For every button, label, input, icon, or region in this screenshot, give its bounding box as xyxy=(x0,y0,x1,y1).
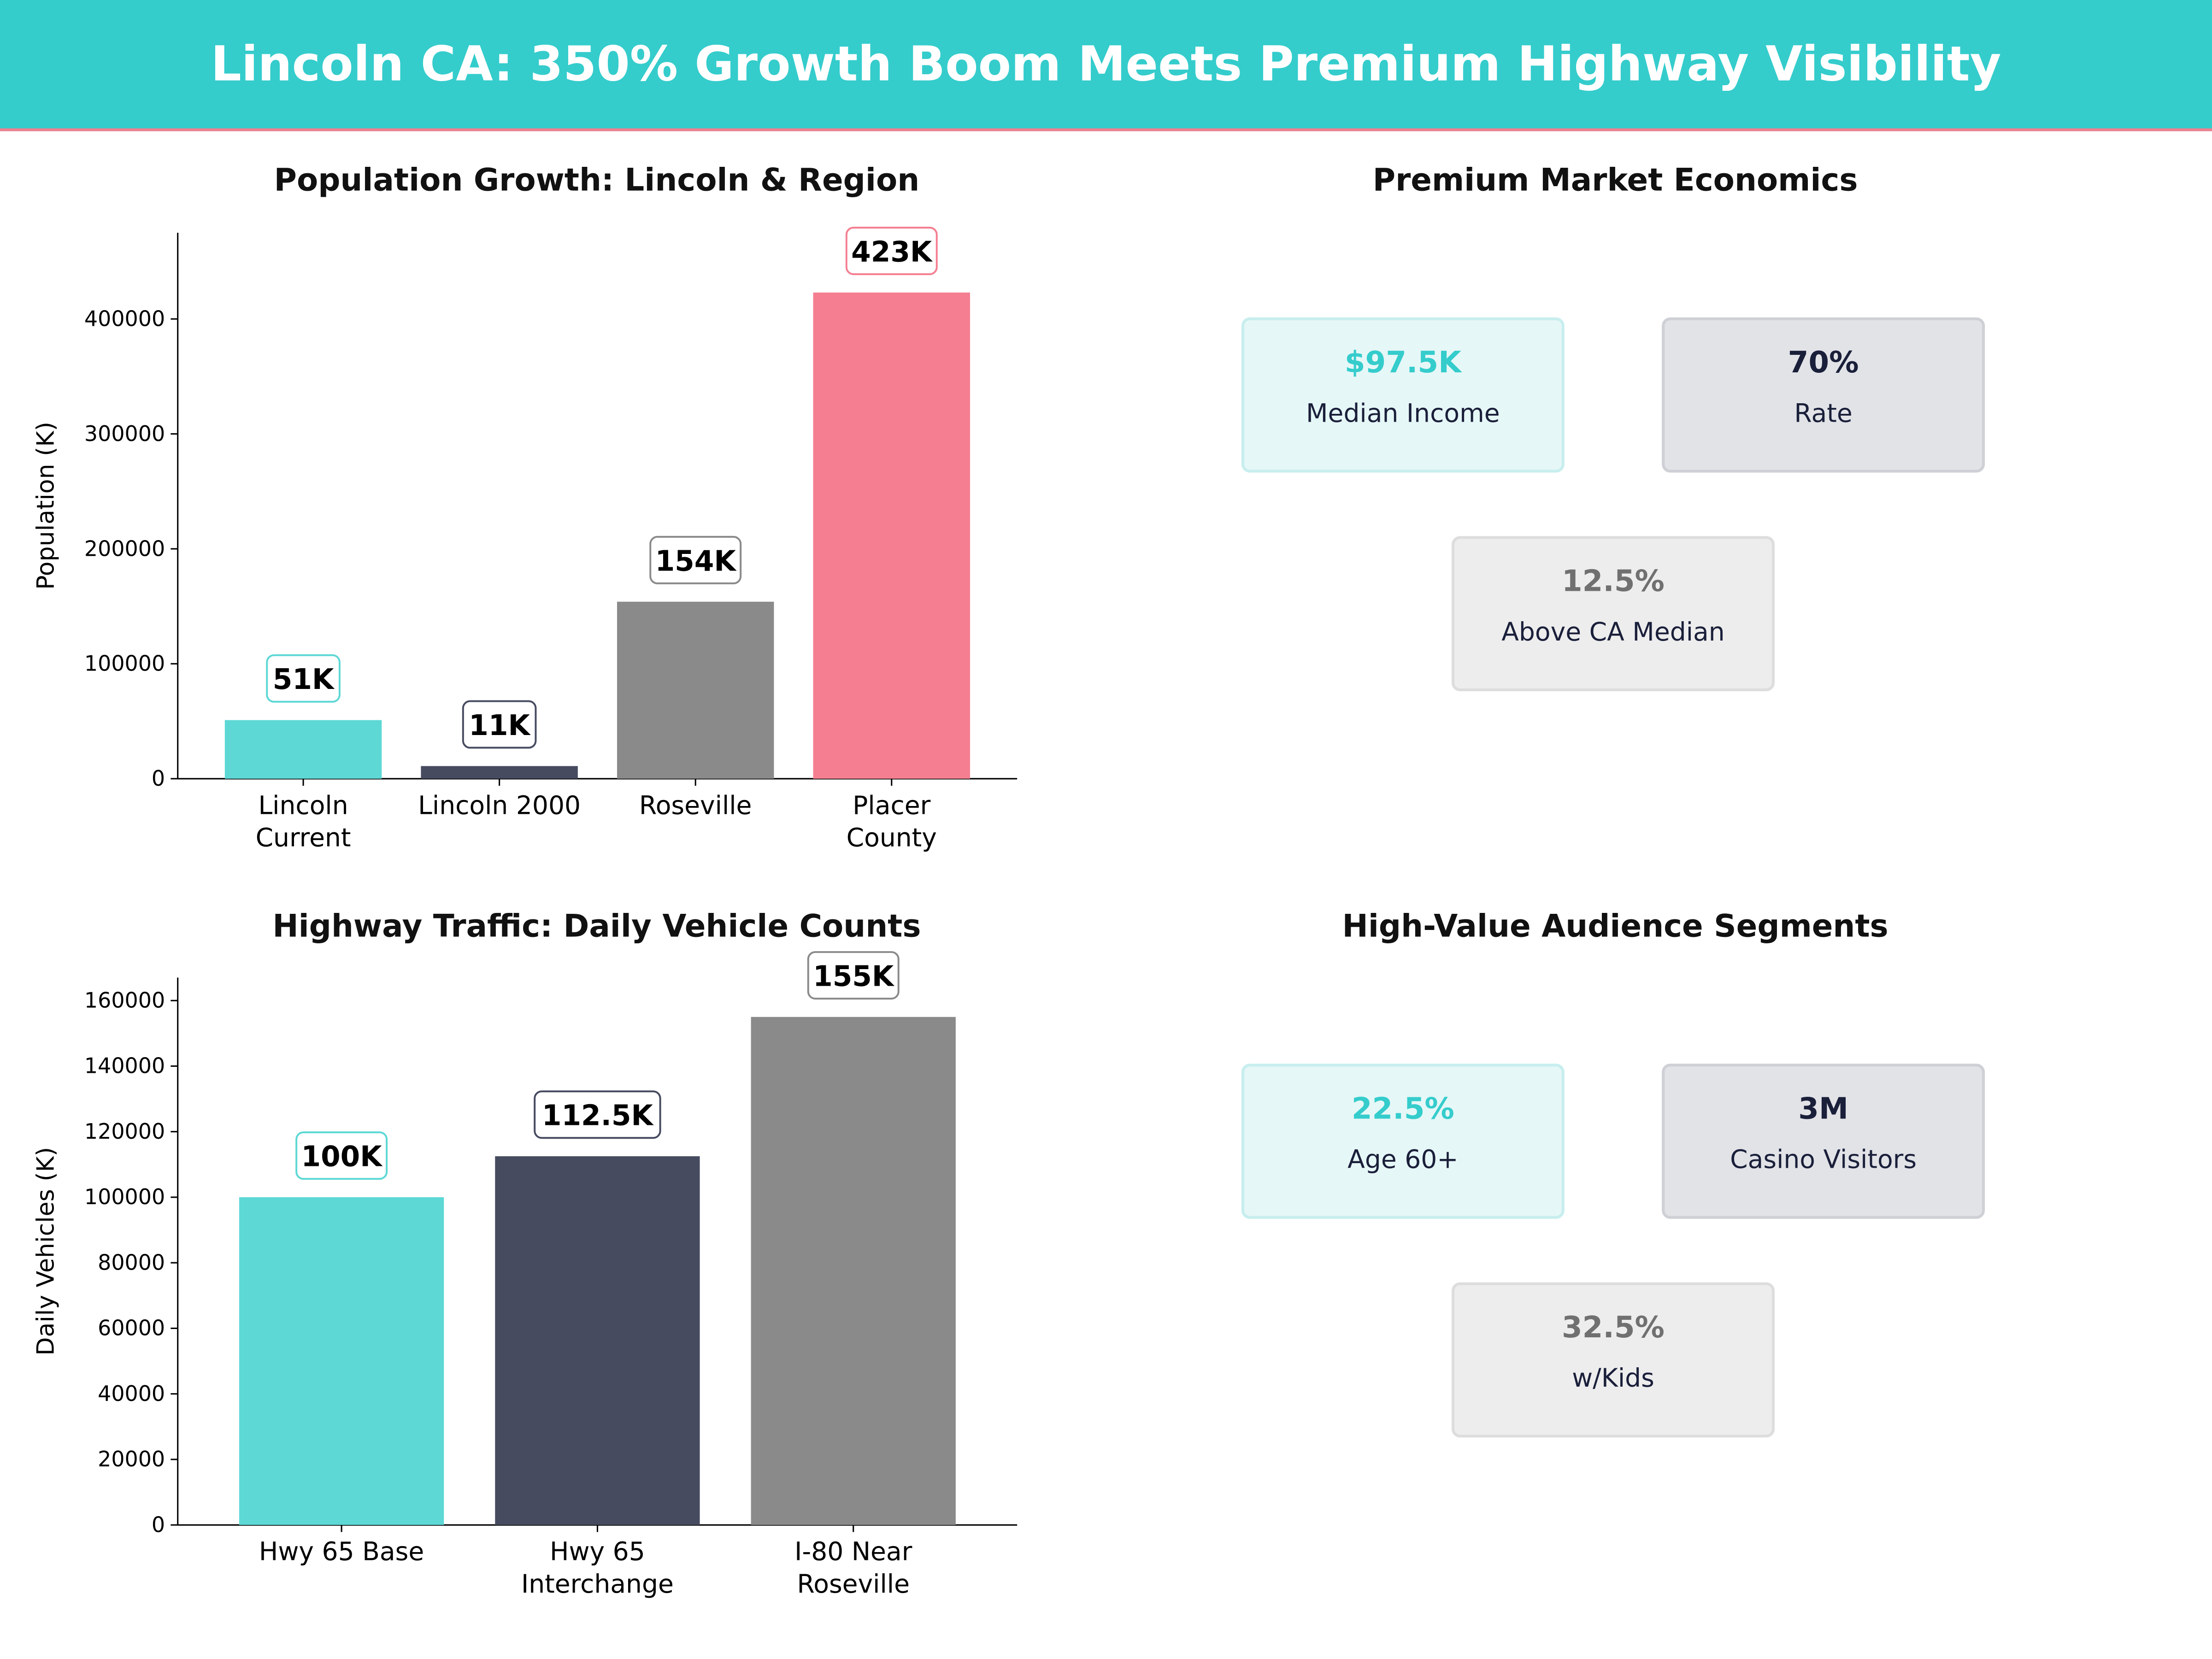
x-tick-label: Interchange xyxy=(521,1569,674,1599)
card-with-kids: 32.5% w/Kids xyxy=(1451,1282,1775,1438)
y-tick-label: 60000 xyxy=(98,1316,165,1341)
x-tick-label: Roseville xyxy=(639,790,752,820)
y-tick-label: 0 xyxy=(152,766,165,791)
card-casino-visitors: 3M Casino Visitors xyxy=(1662,1064,1985,1219)
traffic-chart-title: Highway Traffic: Daily Vehicle Counts xyxy=(272,910,921,946)
x-tick-label: I-80 Near xyxy=(794,1537,912,1566)
header-banner: Lincoln CA: 350% Growth Boom Meets Premi… xyxy=(0,0,2212,131)
x-tick-label: Hwy 65 Base xyxy=(259,1537,424,1566)
data-label: 112.5K xyxy=(542,1100,654,1132)
data-label: 100K xyxy=(301,1141,383,1173)
data-label-box xyxy=(462,700,537,749)
economics-title: Premium Market Economics xyxy=(1372,164,1858,199)
card-above-median: 12.5% Above CA Median xyxy=(1451,536,1775,691)
data-label-box xyxy=(295,1131,388,1180)
bar xyxy=(421,766,578,779)
card-median-income: $97.5K Median Income xyxy=(1241,317,1565,473)
y-tick-label: 300000 xyxy=(84,421,165,446)
y-tick-label: 400000 xyxy=(84,306,165,331)
x-tick-label: Current xyxy=(256,823,351,853)
card-rate: 70% Rate xyxy=(1662,317,1985,473)
card-label: Rate xyxy=(1794,399,1853,429)
card-value: 12.5% xyxy=(1561,564,1665,598)
bar xyxy=(239,1197,444,1525)
y-axis-label: Population (K) xyxy=(32,422,59,590)
population-chart-title: Population Growth: Lincoln & Region xyxy=(274,164,920,199)
card-label: Above CA Median xyxy=(1501,618,1725,648)
data-label-box xyxy=(534,1090,661,1139)
y-tick-label: 160000 xyxy=(84,988,165,1013)
y-tick-label: 140000 xyxy=(84,1053,165,1078)
x-tick-label: County xyxy=(847,823,937,853)
data-label: 11K xyxy=(469,709,531,742)
y-tick-label: 120000 xyxy=(84,1119,165,1144)
card-value: $97.5K xyxy=(1344,345,1461,380)
y-tick-label: 100000 xyxy=(84,651,165,676)
bar xyxy=(495,1156,700,1525)
card-value: 22.5% xyxy=(1351,1092,1454,1126)
data-label: 155K xyxy=(813,960,895,993)
bar xyxy=(813,292,970,779)
bar xyxy=(751,1017,956,1525)
data-label: 51K xyxy=(273,663,335,696)
x-tick-label: Roseville xyxy=(797,1569,910,1599)
card-value: 32.5% xyxy=(1561,1310,1665,1345)
card-value: 3M xyxy=(1798,1092,1848,1126)
bar xyxy=(224,720,382,779)
page-title: Lincoln CA: 350% Growth Boom Meets Premi… xyxy=(211,36,2001,93)
y-tick-label: 80000 xyxy=(98,1250,165,1275)
card-label: Age 60+ xyxy=(1347,1145,1459,1175)
y-tick-label: 20000 xyxy=(98,1447,165,1471)
data-label-box xyxy=(807,951,900,1000)
card-value: 70% xyxy=(1788,345,1859,380)
data-label-box xyxy=(266,654,341,703)
x-tick-label: Lincoln xyxy=(258,790,348,820)
data-label-box xyxy=(649,535,742,584)
card-label: w/Kids xyxy=(1572,1364,1654,1394)
x-tick-label: Hwy 65 xyxy=(550,1537,645,1566)
data-label: 154K xyxy=(655,545,737,577)
card-label: Median Income xyxy=(1306,399,1500,429)
data-label-box xyxy=(845,226,938,275)
x-tick-label: Lincoln 2000 xyxy=(418,790,581,820)
x-tick-label: Placer xyxy=(853,790,930,820)
y-tick-label: 200000 xyxy=(84,536,165,561)
bar xyxy=(617,601,774,779)
data-label: 423K xyxy=(851,235,933,268)
y-tick-label: 40000 xyxy=(98,1381,165,1406)
card-label: Casino Visitors xyxy=(1730,1145,1917,1175)
audience-title: High-Value Audience Segments xyxy=(1342,910,1888,946)
y-axis-label: Daily Vehicles (K) xyxy=(32,1147,59,1356)
y-tick-label: 100000 xyxy=(84,1184,165,1209)
y-tick-label: 0 xyxy=(152,1512,165,1537)
card-age-60: 22.5% Age 60+ xyxy=(1241,1064,1565,1219)
